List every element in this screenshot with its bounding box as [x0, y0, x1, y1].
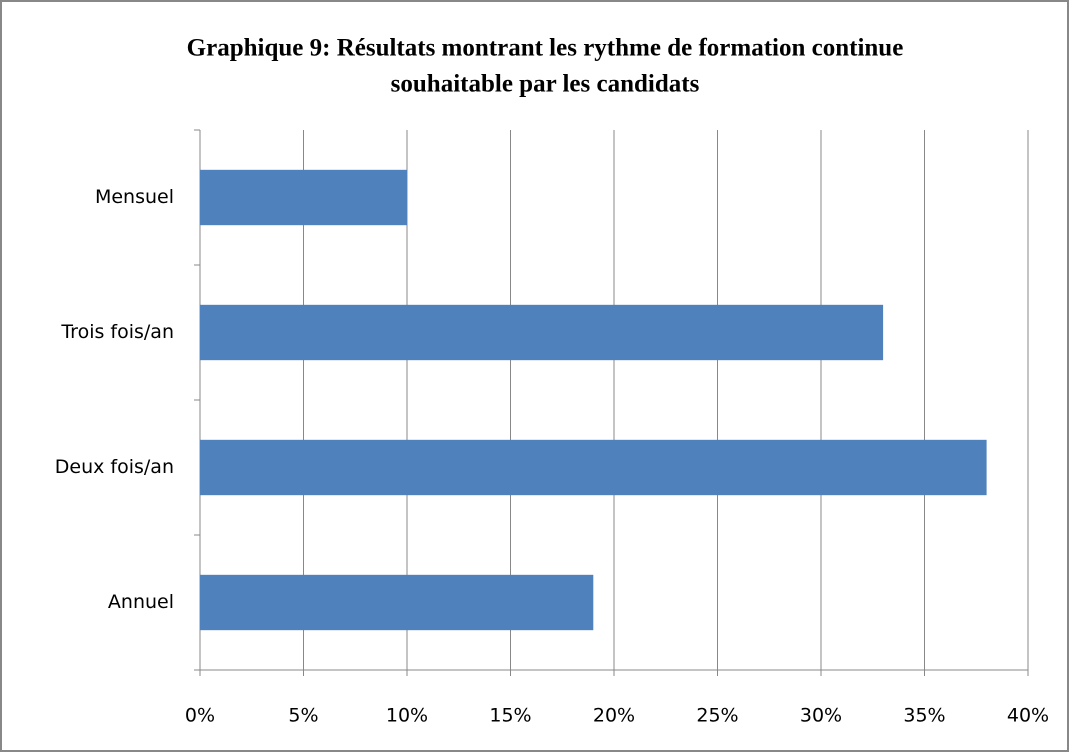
x-tick-label: 15%	[489, 705, 531, 727]
bar	[200, 439, 987, 496]
bar	[200, 574, 594, 631]
y-tick-label: Mensuel	[95, 186, 174, 208]
y-tick-label: Deux fois/an	[55, 456, 174, 478]
y-tick-label: Trois fois/an	[60, 321, 174, 343]
x-tick-label: 30%	[800, 705, 842, 727]
x-tick-label: 0%	[185, 705, 215, 727]
x-tick-label: 5%	[288, 705, 318, 727]
x-tick-label: 40%	[1007, 705, 1049, 727]
chart-title: souhaitable par les candidats	[391, 71, 700, 98]
x-tick-label: 35%	[903, 705, 945, 727]
x-tick-label: 25%	[696, 705, 738, 727]
x-tick-label: 10%	[386, 705, 428, 727]
bar	[200, 169, 407, 226]
chart-title: Graphique 9: Résultats montrant les ryth…	[187, 35, 904, 62]
bar	[200, 304, 884, 361]
y-tick-label: Annuel	[108, 591, 174, 613]
x-tick-label: 20%	[593, 705, 635, 727]
